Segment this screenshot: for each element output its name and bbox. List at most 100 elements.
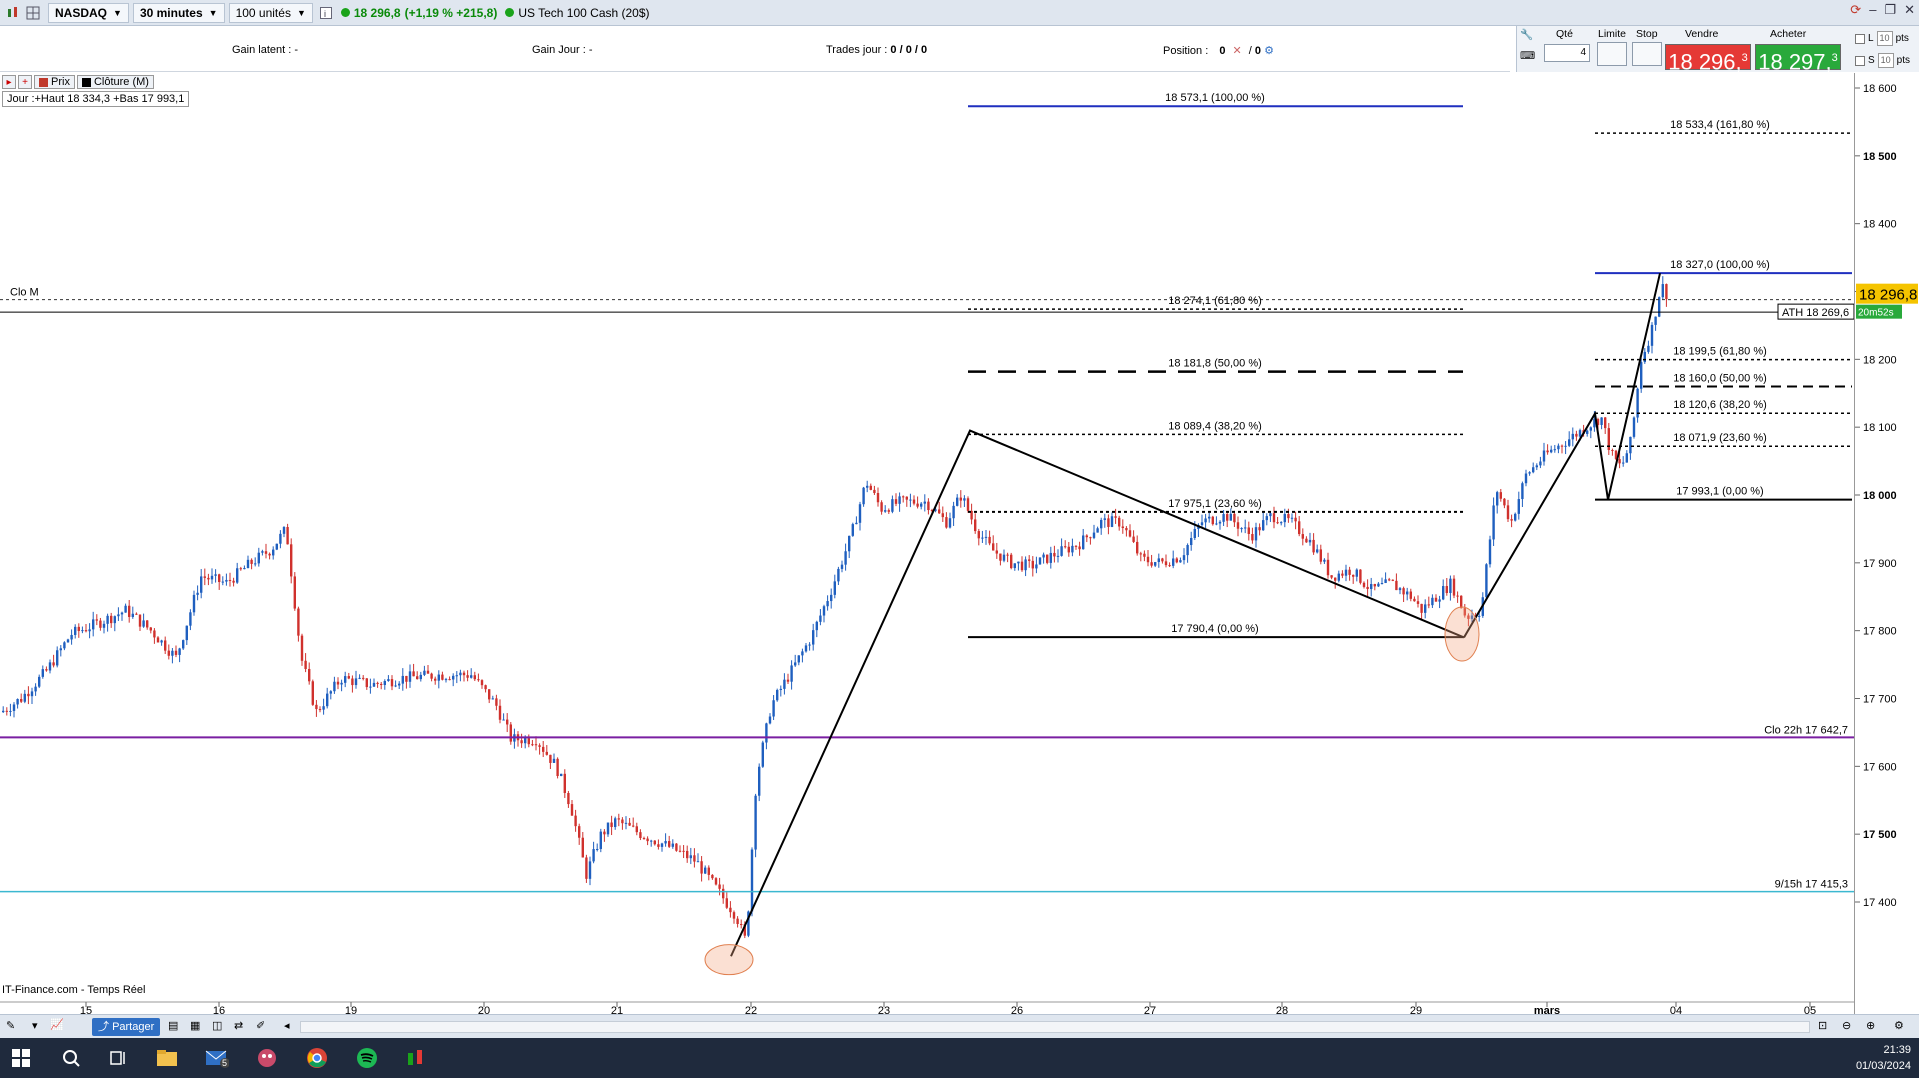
candle-body — [149, 627, 152, 631]
candle-body — [430, 673, 433, 679]
chevron-down-icon[interactable]: ▾ — [32, 1020, 38, 1032]
candle-body — [948, 518, 952, 528]
layers-icon[interactable]: ◫ — [212, 1020, 223, 1032]
candle-body — [786, 679, 790, 682]
indicator-icon[interactable]: ▤ — [168, 1020, 179, 1032]
trading-app-icon[interactable] — [402, 1046, 428, 1070]
candle-body — [664, 841, 667, 844]
add-indicator-icon[interactable]: + — [18, 75, 32, 89]
candle-body — [711, 874, 714, 879]
game-app-icon[interactable] — [254, 1046, 280, 1070]
candle-body — [92, 619, 95, 630]
stop-order-button[interactable] — [1632, 42, 1662, 66]
candle-body — [102, 623, 106, 628]
zoom-fit-icon[interactable]: ⊡ — [1818, 1020, 1828, 1032]
timeframe-select[interactable]: 30 minutes ▼ — [132, 2, 225, 23]
quantity-input[interactable]: 4 — [1544, 44, 1590, 62]
candle-body — [646, 838, 649, 842]
s-checkbox[interactable] — [1855, 55, 1865, 66]
sell-button[interactable]: 18 296,3 — [1665, 44, 1751, 74]
chart-style-icon[interactable]: 📈 — [50, 1019, 64, 1031]
y-tick-label: 17 600 — [1863, 761, 1897, 773]
candle-body — [761, 742, 764, 767]
windows-start-icon[interactable] — [8, 1046, 34, 1070]
spotify-icon[interactable] — [354, 1046, 380, 1070]
candle-body — [819, 615, 822, 622]
buy-button[interactable]: 18 297,3 — [1755, 44, 1841, 74]
candle-body — [840, 564, 844, 569]
candle-body — [1406, 591, 1409, 595]
search-icon[interactable] — [58, 1046, 84, 1070]
close-icon[interactable]: ✕ — [1904, 2, 1915, 17]
drawing-icon[interactable]: ✐ — [256, 1020, 266, 1032]
candle-body — [650, 840, 653, 842]
ath-label: ATH 18 269,6 — [1782, 307, 1849, 319]
share-button[interactable]: ⤴ Partager — [92, 1018, 161, 1036]
candle-body — [5, 710, 8, 712]
candle-body — [182, 640, 185, 649]
candle-body — [1053, 552, 1056, 557]
candle-body — [671, 843, 674, 847]
file-explorer-icon[interactable] — [154, 1046, 180, 1070]
candle-body — [1089, 537, 1092, 539]
l-pts-input[interactable]: 10 — [1876, 31, 1893, 46]
candle-body — [905, 496, 908, 500]
settings-icon[interactable]: ⚙ — [1894, 1020, 1904, 1032]
calendar-icon[interactable]: ▦ — [190, 1020, 201, 1032]
candle-body — [606, 822, 610, 835]
task-view-icon[interactable] — [106, 1046, 132, 1070]
candle-body — [1654, 316, 1657, 325]
legend-prix[interactable]: Prix — [34, 75, 75, 89]
limit-order-button[interactable] — [1597, 42, 1627, 66]
candle-body — [837, 568, 840, 582]
legend-prix-label: Prix — [51, 76, 70, 88]
info-icon[interactable]: i — [317, 4, 335, 22]
candle-body — [992, 543, 995, 551]
grid-icon[interactable] — [24, 4, 42, 22]
close-position-icon[interactable]: ✕ — [1232, 45, 1242, 57]
legend-cloture[interactable]: Clôture (M) — [76, 75, 154, 89]
candle-body — [765, 723, 768, 743]
zoom-out-icon[interactable]: ⊖ — [1842, 1020, 1852, 1032]
candles-icon[interactable] — [4, 4, 22, 22]
s-pts-input[interactable]: 10 — [1877, 53, 1894, 68]
price-chart[interactable]: Clo M Clo 22h 17 642,7 9/15h 17 415,3 ATH 1… — [0, 73, 1854, 1020]
candle-body — [120, 612, 124, 615]
candle-body — [160, 640, 163, 643]
candle-body — [12, 704, 16, 711]
compare-icon[interactable]: ⇄ — [234, 1020, 244, 1032]
candle-body — [1452, 578, 1456, 596]
minimize-icon[interactable]: – — [1869, 2, 1877, 17]
restore-icon[interactable]: ❐ — [1884, 2, 1897, 17]
units-select[interactable]: 100 unités ▼ — [228, 2, 313, 23]
candle-body — [527, 738, 530, 745]
candle-body — [1150, 562, 1153, 566]
last-price: 18 296,8 — [353, 5, 401, 20]
zoom-in-icon[interactable]: ⊕ — [1866, 1020, 1876, 1032]
chrome-icon[interactable] — [304, 1046, 330, 1070]
settings-icon[interactable]: ⚙ — [1264, 45, 1274, 57]
system-clock: 21:39 01/03/2024 — [1856, 1042, 1911, 1074]
refresh-icon[interactable]: ⟳ — [1850, 2, 1862, 17]
candle-body — [459, 672, 462, 676]
candle-body — [1384, 579, 1387, 584]
scroll-left-icon[interactable]: ◂ — [284, 1020, 290, 1032]
candle-body — [495, 698, 498, 706]
wrench-icon[interactable]: 🔧 — [1520, 29, 1534, 41]
candle-body — [1168, 565, 1171, 567]
instrument-select[interactable]: NASDAQ ▼ — [48, 2, 129, 23]
candle-body — [603, 831, 606, 835]
candle-body — [815, 621, 818, 631]
collapse-icon[interactable]: ▸ — [2, 75, 16, 89]
candle-body — [99, 620, 102, 628]
candle-body — [1578, 430, 1582, 437]
y-tick-label: 18 000 — [1863, 490, 1897, 502]
keyboard-icon[interactable]: ⌨ — [1520, 50, 1536, 62]
pencil-icon[interactable]: ✎ — [6, 1020, 16, 1032]
day-range-info: Jour :+Haut 18 334,3 +Bas 17 993,1 — [2, 91, 190, 107]
time-scrollbar[interactable] — [300, 1021, 1810, 1033]
candle-body — [48, 662, 52, 671]
candle-body — [614, 818, 617, 828]
l-checkbox[interactable] — [1855, 33, 1865, 44]
mail-icon[interactable]: 5 — [204, 1046, 230, 1070]
